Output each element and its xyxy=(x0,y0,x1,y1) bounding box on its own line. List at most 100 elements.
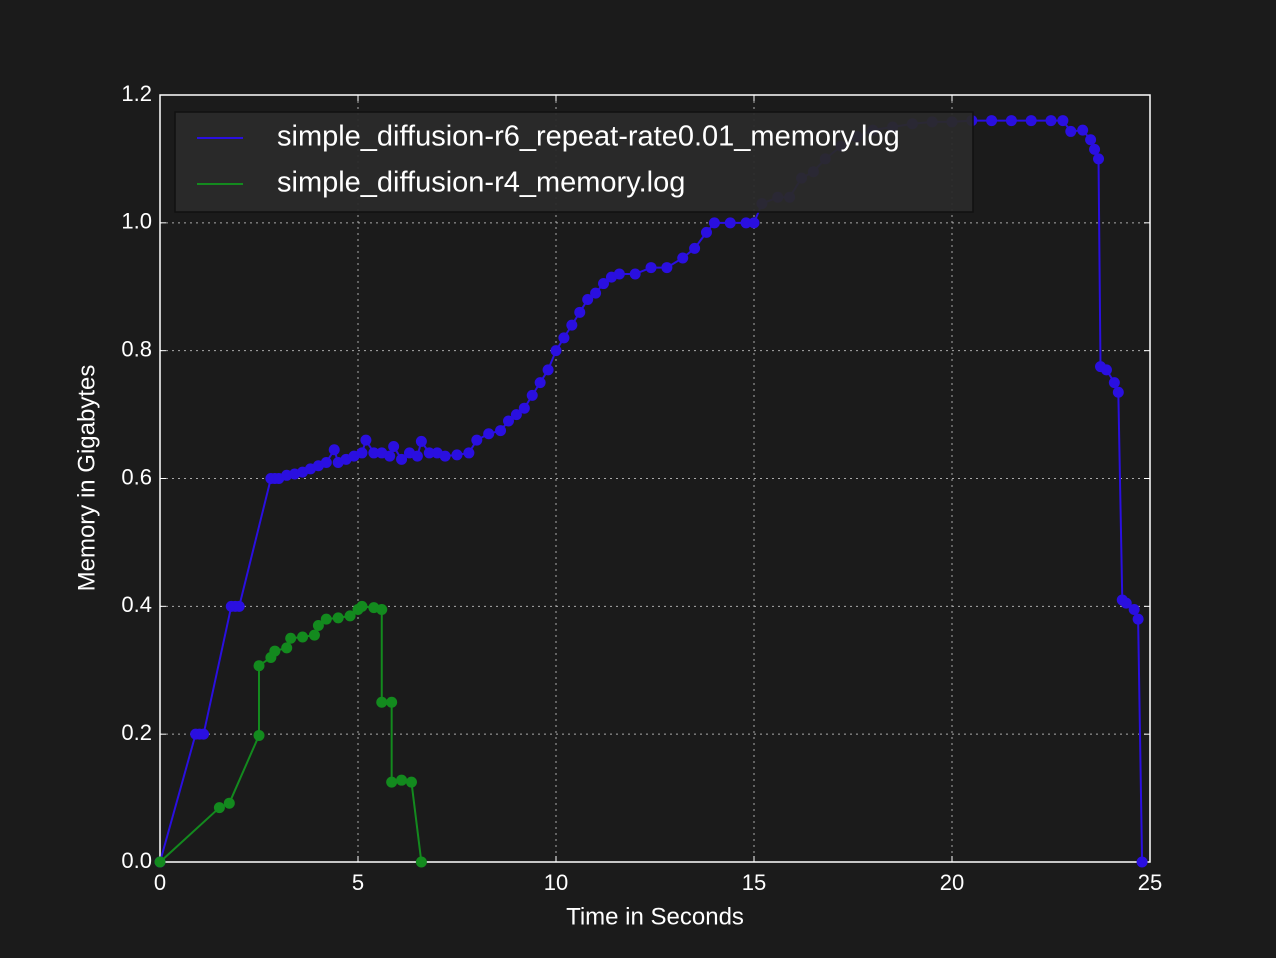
data-point xyxy=(360,434,372,446)
y-tick-label: 0.8 xyxy=(121,336,152,361)
data-point xyxy=(1065,125,1077,137)
data-point xyxy=(574,306,586,318)
data-point xyxy=(502,415,514,427)
data-point xyxy=(415,856,427,868)
data-point xyxy=(526,389,538,401)
y-tick-label: 0.2 xyxy=(121,720,152,745)
y-tick-label: 0.0 xyxy=(121,848,152,873)
data-point xyxy=(542,364,554,376)
x-tick-label: 15 xyxy=(742,870,766,895)
data-point xyxy=(1077,124,1089,136)
data-point xyxy=(510,409,522,421)
data-point xyxy=(312,620,324,632)
data-point xyxy=(1057,115,1069,127)
data-point xyxy=(566,319,578,331)
data-point xyxy=(396,453,408,465)
data-point xyxy=(320,457,332,469)
data-point xyxy=(253,660,265,672)
data-point xyxy=(388,441,400,453)
data-point xyxy=(269,645,281,657)
data-point xyxy=(483,428,495,440)
data-point xyxy=(253,729,265,741)
x-tick-label: 0 xyxy=(154,870,166,895)
data-point xyxy=(550,345,562,357)
data-point xyxy=(386,776,398,788)
y-tick-label: 0.4 xyxy=(121,592,152,617)
data-point xyxy=(396,774,408,786)
data-point xyxy=(356,447,368,459)
data-point xyxy=(332,612,344,624)
data-point xyxy=(1005,115,1017,127)
plot-frame xyxy=(159,94,1151,863)
data-point xyxy=(1089,143,1101,155)
data-point xyxy=(661,262,673,274)
data-point xyxy=(598,278,610,290)
data-point xyxy=(1100,364,1112,376)
data-point xyxy=(154,856,166,868)
data-point xyxy=(376,696,388,708)
legend-box xyxy=(174,111,974,213)
y-tick-label: 1.0 xyxy=(121,209,152,234)
data-point xyxy=(677,252,689,264)
data-point xyxy=(495,425,507,437)
data-point xyxy=(356,600,368,612)
legend-label: simple_diffusion-r4_memory.log xyxy=(277,167,685,199)
data-point xyxy=(1108,377,1120,389)
data-point xyxy=(281,642,293,654)
data-point xyxy=(558,332,570,344)
data-point xyxy=(1136,856,1148,868)
data-point xyxy=(1093,153,1105,165)
data-point xyxy=(748,217,760,229)
data-point xyxy=(344,610,356,622)
data-point xyxy=(1112,386,1124,398)
data-point xyxy=(198,728,210,740)
data-point xyxy=(708,217,720,229)
x-tick-label: 10 xyxy=(544,870,568,895)
data-point xyxy=(233,600,245,612)
data-point xyxy=(1120,597,1132,609)
data-point xyxy=(1132,613,1144,625)
data-point xyxy=(223,797,235,809)
data-point xyxy=(285,632,297,644)
data-point xyxy=(411,450,423,462)
data-point xyxy=(645,262,657,274)
data-point xyxy=(320,613,332,625)
data-point xyxy=(689,242,701,254)
data-point xyxy=(724,217,736,229)
data-point xyxy=(1025,115,1037,127)
data-point xyxy=(308,629,320,641)
y-tick-label: 0.6 xyxy=(121,464,152,489)
data-point xyxy=(629,268,641,280)
data-point xyxy=(534,377,546,389)
data-point xyxy=(386,696,398,708)
data-point xyxy=(1045,115,1057,127)
data-point xyxy=(423,447,435,459)
data-point xyxy=(376,604,388,616)
data-point xyxy=(518,402,530,414)
data-point xyxy=(439,450,451,462)
x-tick-label: 5 xyxy=(352,870,364,895)
data-point xyxy=(368,447,380,459)
data-point xyxy=(582,294,594,306)
data-point xyxy=(740,217,752,229)
data-point xyxy=(590,287,602,299)
legend: simple_diffusion-r6_repeat-rate0.01_memo… xyxy=(174,111,974,213)
y-tick-label: 1.2 xyxy=(121,81,152,106)
data-point xyxy=(213,802,225,814)
data-point xyxy=(471,434,483,446)
data-point xyxy=(451,449,463,461)
data-point xyxy=(384,450,396,462)
x-axis-label: Time in Seconds xyxy=(566,903,744,930)
legend-label: simple_diffusion-r6_repeat-rate0.01_memo… xyxy=(277,121,900,153)
data-point xyxy=(297,631,309,643)
data-point xyxy=(1085,134,1097,146)
data-point xyxy=(463,447,475,459)
x-tick-label: 20 xyxy=(940,870,964,895)
y-axis-label: Memory in Gigabytes xyxy=(73,365,100,592)
data-point xyxy=(700,226,712,238)
data-point xyxy=(1128,604,1140,616)
data-point xyxy=(405,776,417,788)
data-point xyxy=(986,115,998,127)
x-tick-label: 25 xyxy=(1138,870,1162,895)
